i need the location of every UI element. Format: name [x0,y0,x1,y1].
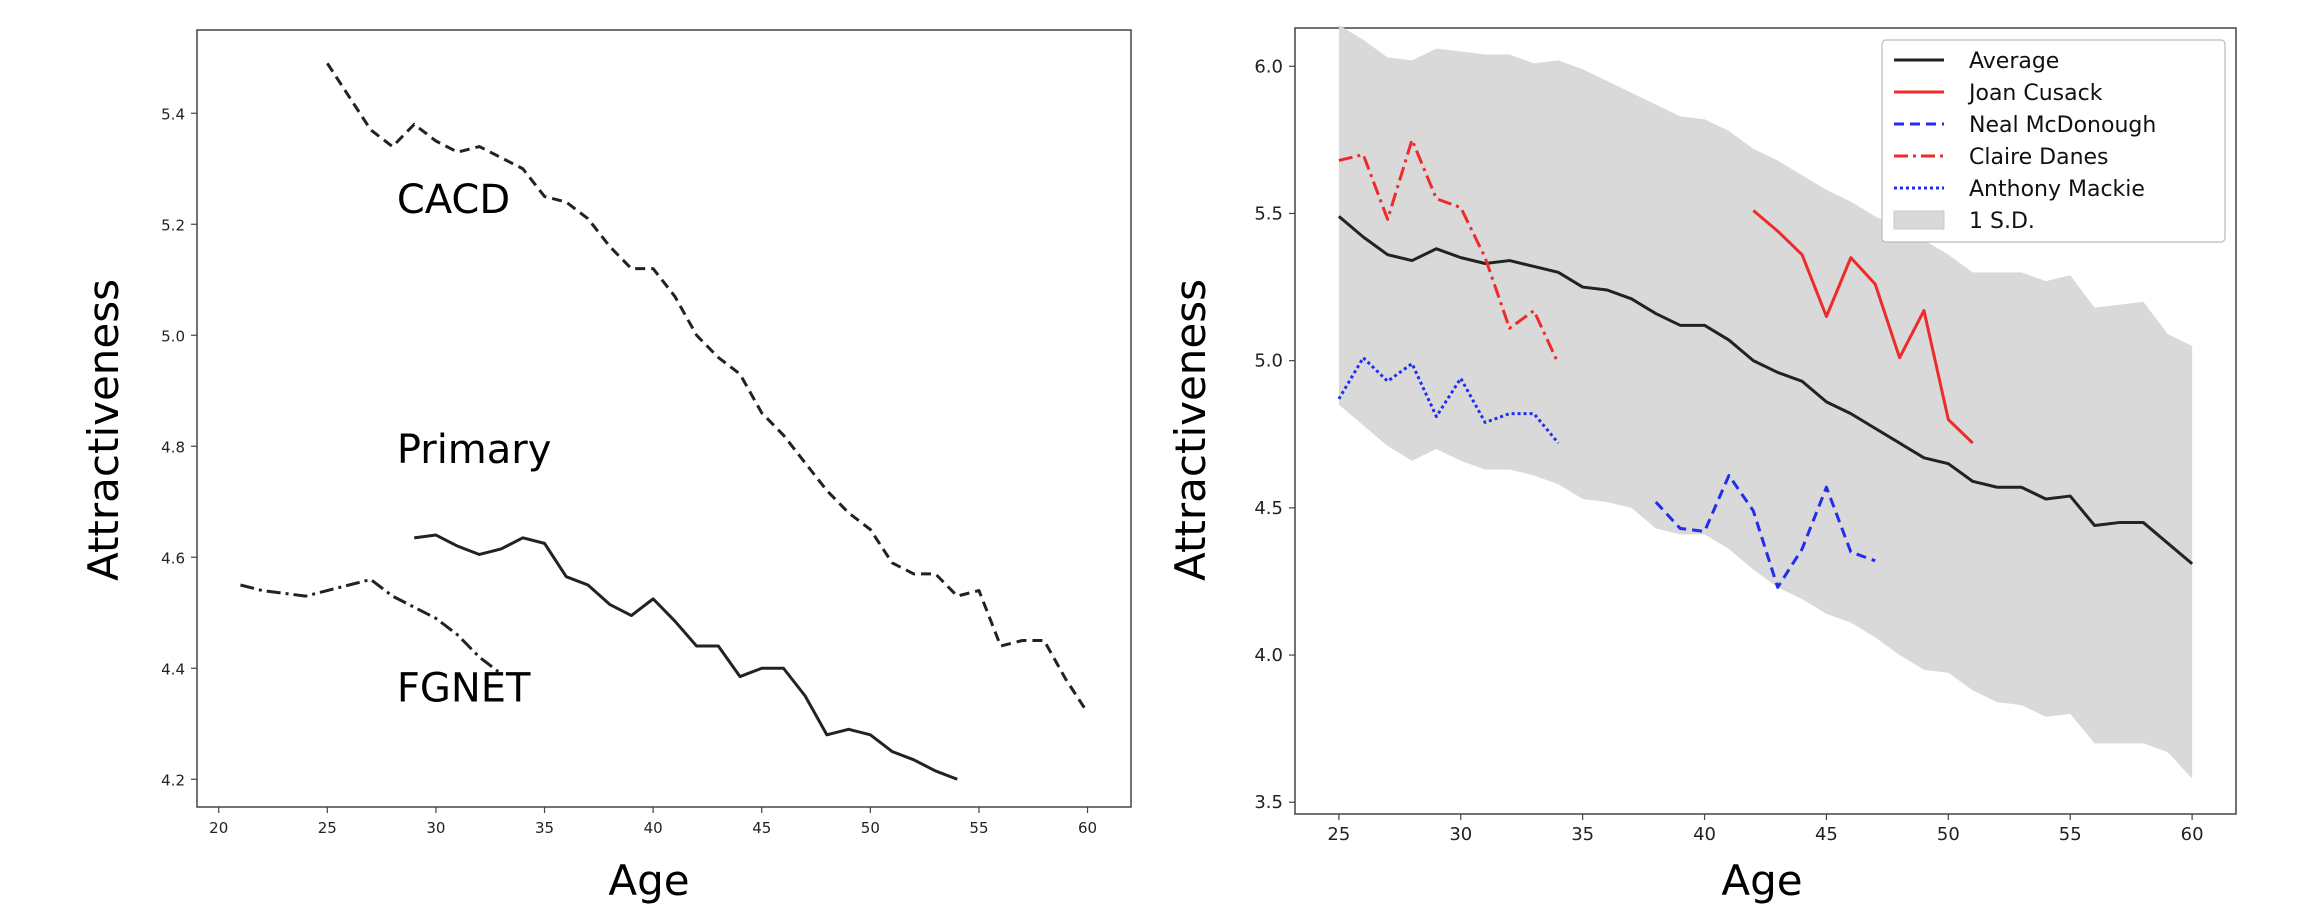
series-line-cacd [326,62,1089,714]
right-y-axis-title: Attractiveness [1166,279,1215,581]
x-tick-label: 25 [1327,824,1350,845]
left-x-axis-title: Age [608,856,689,905]
y-tick-label: 5.4 [161,105,185,123]
sd-band [1338,25,2193,779]
left-y-axis-title: Attractiveness [79,279,128,581]
legend-entry-label: 1 S.D. [1969,209,2035,234]
series-line-neal-mcdonough [1654,473,1876,589]
right-x-axis-title: Age [1721,856,1802,905]
series-line-primary [414,533,958,781]
legend-entry-label: Joan Cusack [1967,81,2103,106]
y-tick-label: 5.2 [161,216,185,234]
right-plot-frame [1294,27,2237,815]
x-tick-label: 30 [426,819,445,837]
y-tick-label: 4.5 [1254,498,1283,519]
y-tick-label: 4.4 [161,660,185,678]
y-tick-label: 5.0 [161,327,185,345]
x-tick-label: 20 [209,819,228,837]
x-tick-label: 60 [2181,824,2204,845]
x-tick-label: 50 [1937,824,1960,845]
left-plot-frame [196,29,1132,808]
legend-entry-label: Claire Danes [1969,145,2109,170]
y-tick-label: 5.5 [1254,203,1283,224]
series-line-claire-danes [1338,138,1560,365]
annotation-primary: Primary [397,427,552,473]
x-tick-label: 55 [2059,824,2082,845]
x-tick-label: 50 [861,819,880,837]
series-line-average [1337,215,2194,565]
legend: Average Joan Cusack Neal McDonough Claire D… [1881,39,2226,243]
legend-entry-label: Anthony Mackie [1969,177,2145,202]
y-tick-label: 6.0 [1254,56,1283,77]
legend-entry-label: Average [1969,49,2059,74]
x-tick-label: 35 [1571,824,1594,845]
x-tick-label: 40 [644,819,663,837]
x-tick-label: 25 [318,819,337,837]
x-tick-label: 35 [535,819,554,837]
series-line-joan-cusack [1752,209,1974,445]
x-tick-label: 55 [969,819,988,837]
x-tick-label: 30 [1449,824,1472,845]
series-line-fgnet [240,577,503,675]
y-tick-label: 4.0 [1254,645,1283,666]
x-tick-label: 45 [1815,824,1838,845]
x-tick-label: 40 [1693,824,1716,845]
y-tick-label: 4.2 [161,771,185,789]
annotation-fgnet: FGNET [397,666,531,712]
x-tick-label: 60 [1078,819,1097,837]
y-tick-label: 4.6 [161,549,185,567]
series-line-anthony-mackie [1337,356,1560,445]
y-tick-label: 3.5 [1254,792,1283,813]
right-chart: 25 30 35 40 45 50 55 60 3.5 4.0 4.5 5.0 5.5 6.0 Avera… [1166,25,2237,905]
y-tick-label: 4.8 [161,438,185,456]
x-tick-label: 45 [752,819,771,837]
y-tick-label: 5.0 [1254,351,1283,372]
legend-swatch [1893,210,1945,230]
legend-box [1881,39,2226,243]
left-chart: 20 25 30 35 40 45 50 55 604.24.44.64.85.05.25.4 … [79,29,1132,905]
annotation-cacd: CACD [397,177,510,223]
legend-entry-label: Neal McDonough [1969,113,2156,138]
